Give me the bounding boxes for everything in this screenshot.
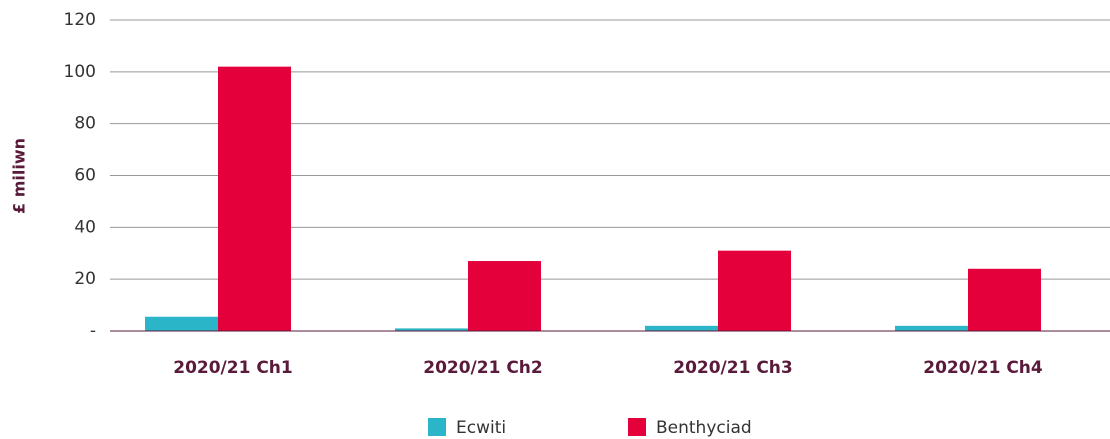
x-tick-label: 2020/21 Ch4	[923, 358, 1043, 378]
x-tick-label: 2020/21 Ch2	[423, 358, 543, 378]
legend-label: Benthyciad	[656, 418, 752, 438]
y-tick-label: -	[90, 321, 96, 341]
bar	[145, 316, 218, 331]
bar	[218, 66, 291, 332]
bar	[718, 250, 791, 331]
y-tick-label: 80	[74, 114, 96, 134]
legend-label: Ecwiti	[456, 418, 506, 438]
y-tick-label: 20	[74, 269, 96, 289]
y-tick-label: 120	[64, 10, 96, 30]
bar	[895, 325, 968, 331]
legend-swatch	[428, 418, 446, 436]
x-tick-label: 2020/21 Ch1	[173, 358, 293, 378]
bar	[395, 328, 468, 331]
bar	[468, 261, 541, 331]
y-axis-label: £ miliwn	[10, 138, 29, 214]
x-tick-label: 2020/21 Ch3	[673, 358, 793, 378]
y-tick-label: 100	[64, 62, 96, 82]
y-tick-label: 40	[74, 217, 96, 237]
bar	[645, 325, 718, 331]
legend-swatch	[628, 418, 646, 436]
bar	[968, 268, 1041, 331]
y-tick-label: 60	[74, 166, 96, 186]
